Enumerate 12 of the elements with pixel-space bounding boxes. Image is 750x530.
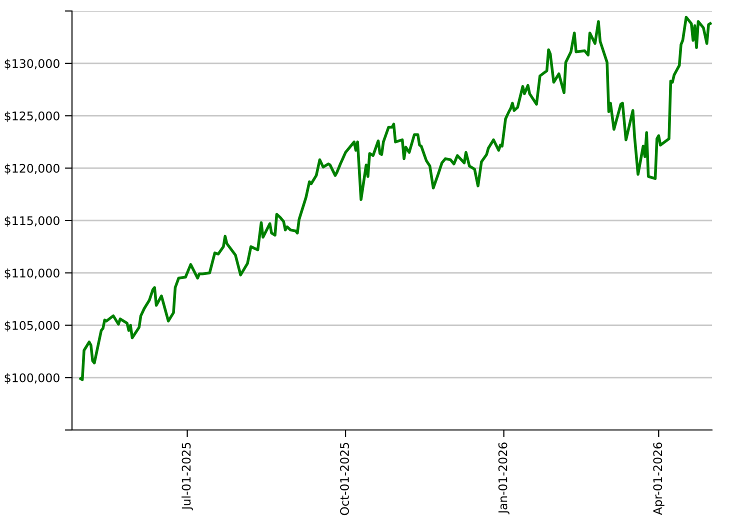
y-tick-label: $110,000: [4, 268, 60, 280]
y-tick-label: $125,000: [4, 111, 60, 122]
y-tick-label: $105,000: [4, 320, 60, 332]
x-tick-label: Oct-01-2025: [340, 442, 349, 516]
y-tick-label: $115,000: [4, 216, 60, 227]
x-tick-label: Apr-01-2026: [653, 442, 664, 515]
x-tick-label: Jan-01-2026: [498, 442, 510, 514]
y-tick-label: $120,000: [4, 164, 60, 174]
line-series: [79, 16, 712, 382]
x-tick-label: Jul-01-2025: [182, 442, 193, 510]
y-tick-label: $100,000: [4, 373, 60, 384]
y-tick-label: $130,000: [4, 58, 60, 70]
